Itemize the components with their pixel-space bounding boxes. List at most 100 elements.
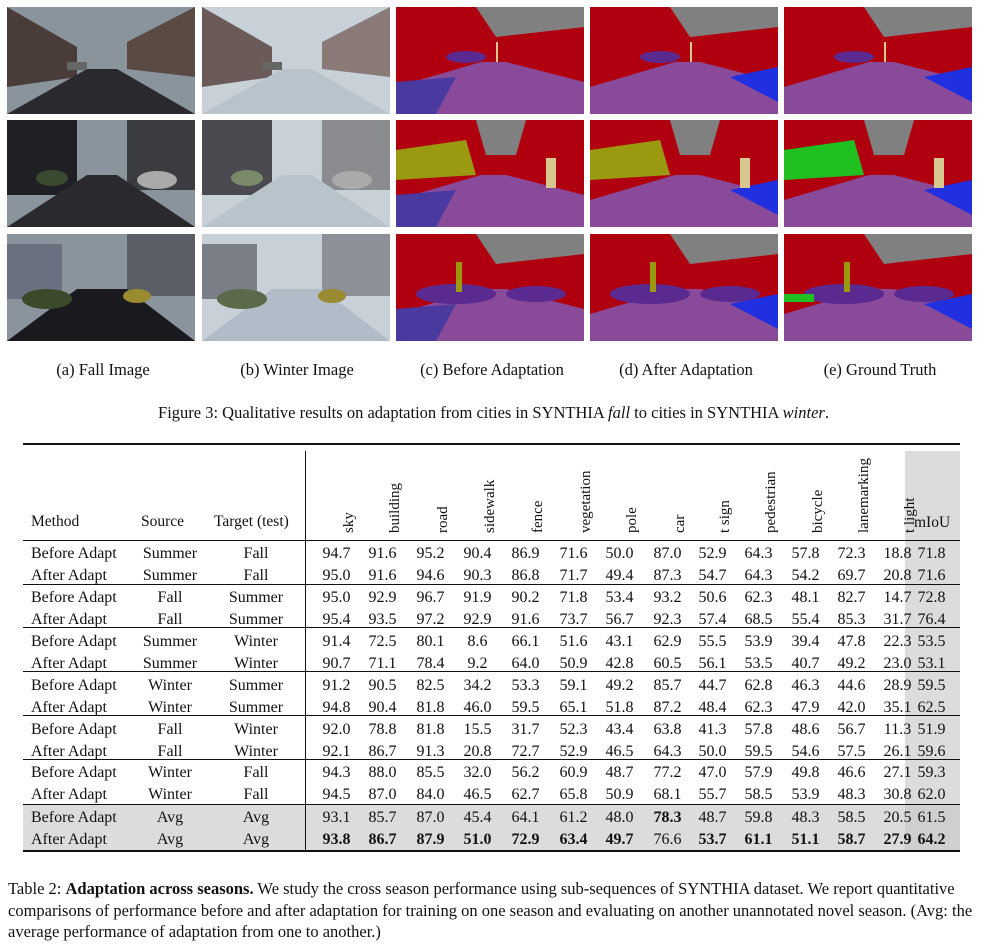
group-rule [23, 715, 960, 716]
header-class-lanemarking: lanemarking [856, 458, 872, 533]
row-value: 49.2 [837, 655, 866, 672]
row-value: 90.4 [463, 545, 492, 562]
row-value: 64.3 [744, 545, 773, 562]
row-value: 85.3 [837, 611, 866, 628]
row-value: 82.5 [416, 677, 445, 694]
row-value: 58.5 [837, 809, 866, 826]
row-value: 95.0 [322, 567, 351, 584]
row-value: 90.7 [322, 655, 351, 672]
row-value: 93.5 [368, 611, 397, 628]
row-value: 72.5 [368, 633, 397, 650]
header-class-pedestrian: pedestrian [763, 471, 779, 533]
row-value: 60.9 [559, 764, 588, 781]
row-value: 92.9 [368, 589, 397, 606]
row-value: 90.2 [511, 589, 540, 606]
tile-after-adaptation [590, 120, 778, 227]
row-source: Avg [156, 809, 184, 826]
row-value: 53.7 [698, 831, 727, 848]
row-value: 94.3 [322, 764, 351, 781]
row-miou: 59.6 [917, 743, 946, 760]
row-value: 20.8 [463, 743, 492, 760]
row-value: 94.6 [416, 567, 445, 584]
row-value: 91.6 [511, 611, 540, 628]
row-value: 51.1 [791, 831, 820, 848]
row-value: 95.0 [322, 589, 351, 606]
row-value: 82.7 [837, 589, 866, 606]
row-value: 54.6 [791, 743, 820, 760]
header-source: Source [141, 513, 185, 530]
row-value: 49.4 [605, 567, 634, 584]
row-value: 59.1 [559, 677, 588, 694]
row-value: 46.5 [605, 743, 634, 760]
group-rule [23, 759, 960, 760]
row-value: 54.7 [698, 567, 727, 584]
row-miou: 59.3 [917, 764, 946, 781]
row-target: Winter [234, 743, 278, 760]
tile-fall-image [7, 120, 195, 227]
row-value: 49.2 [605, 677, 634, 694]
figure-grid [7, 7, 977, 349]
row-value: 91.3 [416, 743, 445, 760]
row-source: Avg [156, 831, 184, 848]
row-value: 49.8 [791, 764, 820, 781]
row-value: 28.9 [883, 677, 912, 694]
row-value: 86.8 [511, 567, 540, 584]
row-value: 68.1 [653, 786, 682, 803]
row-value: 31.7 [883, 611, 912, 628]
row-value: 40.7 [791, 655, 820, 672]
row-value: 61.2 [559, 809, 588, 826]
row-miou: 53.1 [917, 655, 946, 672]
row-value: 71.8 [559, 589, 588, 606]
row-method: Before Adapt [31, 545, 117, 562]
row-value: 23.0 [883, 655, 912, 672]
row-value: 64.1 [511, 809, 540, 826]
row-value: 52.3 [559, 721, 588, 738]
header-class-fence: fence [530, 500, 546, 533]
row-target: Avg [242, 809, 270, 826]
subcaption-ground-truth: (e) Ground Truth [823, 360, 937, 379]
row-value: 31.7 [511, 721, 540, 738]
row-miou: 61.5 [917, 809, 946, 826]
row-method: After Adapt [31, 699, 107, 716]
row-value: 85.7 [653, 677, 682, 694]
tile-after-adaptation [590, 7, 778, 114]
tile-after-adaptation [590, 234, 778, 341]
row-value: 49.7 [605, 831, 634, 848]
row-value: 55.4 [791, 611, 820, 628]
row-value: 47.0 [698, 764, 727, 781]
row-method: Before Adapt [31, 721, 117, 738]
row-value: 62.3 [744, 699, 773, 716]
row-value: 53.4 [605, 589, 634, 606]
group-rule [23, 627, 960, 628]
row-source: Winter [148, 677, 192, 694]
row-value: 42.0 [837, 699, 866, 716]
row-value: 51.8 [605, 699, 634, 716]
tile-ground-truth [784, 120, 972, 227]
row-value: 87.0 [368, 786, 397, 803]
row-value: 47.9 [791, 699, 820, 716]
row-value: 63.4 [559, 831, 588, 848]
row-value: 72.9 [511, 831, 540, 848]
row-value: 78.4 [416, 655, 445, 672]
subcaption-fall-image: (a) Fall Image [56, 360, 150, 379]
row-value: 87.2 [653, 699, 682, 716]
row-value: 46.6 [837, 764, 866, 781]
row-value: 58.7 [837, 831, 866, 848]
tile-fall-image [7, 234, 195, 341]
row-method: After Adapt [31, 611, 107, 628]
subcaption-after-adaptation: (d) After Adaptation [619, 360, 753, 379]
row-value: 95.4 [322, 611, 351, 628]
row-value: 56.2 [511, 764, 540, 781]
miou-column-shade [905, 451, 960, 851]
row-miou: 71.8 [917, 545, 946, 562]
header-class-bicycle: bicycle [810, 489, 826, 533]
row-value: 92.1 [322, 743, 351, 760]
row-value: 78.8 [368, 721, 397, 738]
row-value: 62.8 [744, 677, 773, 694]
row-value: 96.7 [416, 589, 445, 606]
row-value: 85.7 [368, 809, 397, 826]
row-value: 65.8 [559, 786, 588, 803]
row-value: 48.6 [791, 721, 820, 738]
row-value: 65.1 [559, 699, 588, 716]
row-value: 51.6 [559, 633, 588, 650]
